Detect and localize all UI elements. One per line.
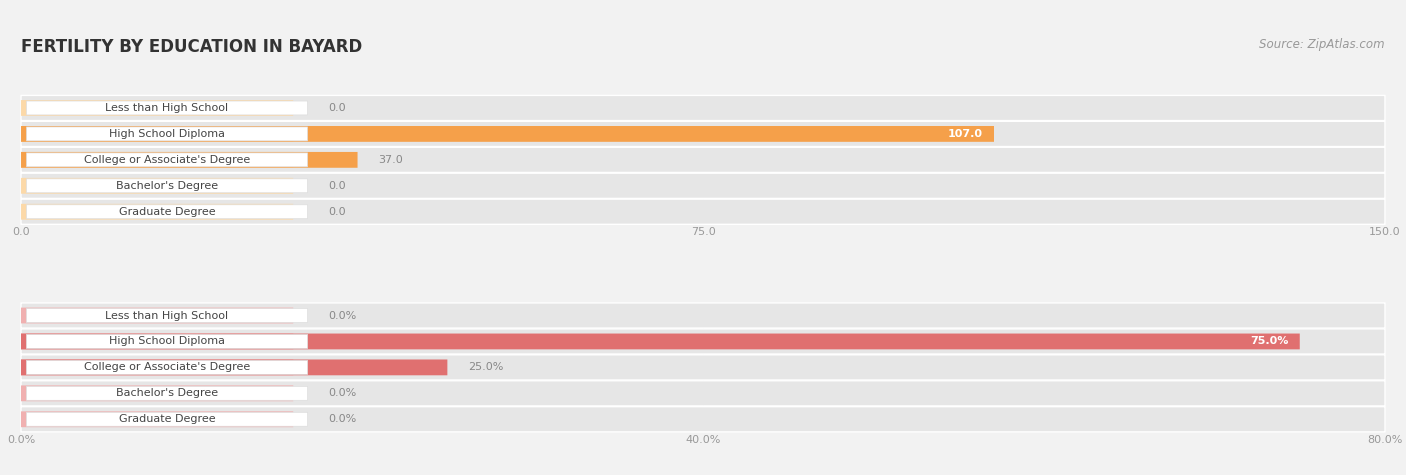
Text: Less than High School: Less than High School: [105, 103, 229, 113]
FancyBboxPatch shape: [21, 152, 357, 168]
FancyBboxPatch shape: [27, 205, 308, 218]
FancyBboxPatch shape: [27, 334, 308, 348]
FancyBboxPatch shape: [21, 411, 294, 427]
Text: 0.0: 0.0: [328, 103, 346, 113]
Text: 37.0: 37.0: [378, 155, 402, 165]
Text: High School Diploma: High School Diploma: [110, 129, 225, 139]
FancyBboxPatch shape: [21, 199, 1385, 224]
Text: Graduate Degree: Graduate Degree: [118, 207, 215, 217]
FancyBboxPatch shape: [21, 95, 1385, 121]
FancyBboxPatch shape: [27, 127, 308, 141]
Text: 0.0%: 0.0%: [328, 389, 356, 399]
Text: High School Diploma: High School Diploma: [110, 336, 225, 346]
FancyBboxPatch shape: [21, 173, 1385, 199]
Text: 25.0%: 25.0%: [468, 362, 503, 372]
Text: 0.0%: 0.0%: [328, 311, 356, 321]
Text: 0.0: 0.0: [328, 207, 346, 217]
FancyBboxPatch shape: [21, 407, 1385, 432]
Text: Graduate Degree: Graduate Degree: [118, 414, 215, 424]
FancyBboxPatch shape: [21, 100, 294, 116]
FancyBboxPatch shape: [21, 360, 447, 375]
FancyBboxPatch shape: [21, 355, 1385, 380]
FancyBboxPatch shape: [21, 126, 294, 142]
Text: Bachelor's Degree: Bachelor's Degree: [115, 389, 218, 399]
Text: Less than High School: Less than High School: [105, 311, 229, 321]
FancyBboxPatch shape: [21, 121, 1385, 146]
FancyBboxPatch shape: [27, 101, 308, 115]
FancyBboxPatch shape: [21, 204, 294, 219]
Text: Bachelor's Degree: Bachelor's Degree: [115, 181, 218, 191]
FancyBboxPatch shape: [21, 303, 1385, 328]
FancyBboxPatch shape: [27, 179, 308, 193]
FancyBboxPatch shape: [21, 381, 1385, 406]
FancyBboxPatch shape: [21, 126, 994, 142]
Text: 0.0%: 0.0%: [328, 414, 356, 424]
Text: 75.0%: 75.0%: [1250, 336, 1289, 346]
Text: 107.0: 107.0: [948, 129, 983, 139]
Text: College or Associate's Degree: College or Associate's Degree: [84, 362, 250, 372]
FancyBboxPatch shape: [27, 361, 308, 374]
FancyBboxPatch shape: [27, 412, 308, 426]
FancyBboxPatch shape: [21, 385, 294, 401]
FancyBboxPatch shape: [21, 333, 1299, 350]
FancyBboxPatch shape: [21, 329, 1385, 354]
Text: FERTILITY BY EDUCATION IN BAYARD: FERTILITY BY EDUCATION IN BAYARD: [21, 38, 363, 56]
Text: 0.0: 0.0: [328, 181, 346, 191]
Text: Source: ZipAtlas.com: Source: ZipAtlas.com: [1260, 38, 1385, 51]
FancyBboxPatch shape: [21, 308, 294, 323]
FancyBboxPatch shape: [21, 333, 294, 350]
FancyBboxPatch shape: [27, 153, 308, 167]
FancyBboxPatch shape: [27, 386, 308, 400]
FancyBboxPatch shape: [21, 178, 294, 194]
FancyBboxPatch shape: [21, 360, 294, 375]
Text: College or Associate's Degree: College or Associate's Degree: [84, 155, 250, 165]
FancyBboxPatch shape: [21, 152, 294, 168]
FancyBboxPatch shape: [27, 309, 308, 323]
FancyBboxPatch shape: [21, 147, 1385, 172]
